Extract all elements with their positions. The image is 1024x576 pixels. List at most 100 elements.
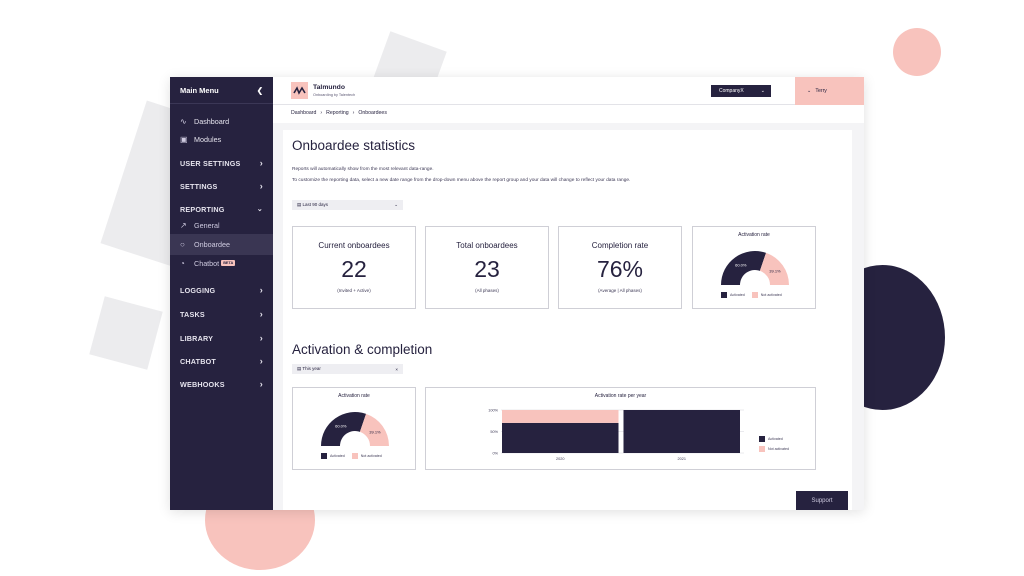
chevron-down-icon: ⌄ <box>256 206 263 213</box>
content-area: Onboardee statistics Reports will automa… <box>273 123 864 510</box>
stat-title: Completion rate <box>591 241 649 250</box>
card-title: Activation rate <box>738 232 770 238</box>
legend-swatch-not-activated <box>351 453 358 459</box>
sidebar-item-label: SETTINGS <box>180 181 218 191</box>
sidebar-item-label: Modules <box>194 134 222 144</box>
page-title: Onboardee statistics <box>292 138 416 153</box>
gauge-data-label: 39.1% <box>769 268 781 273</box>
breadcrumb-item: Onboardees <box>358 110 387 116</box>
sidebar-item-label: WEBHOOKS <box>180 379 225 389</box>
sidebar-item-onboardee[interactable]: ○ Onboardee <box>170 234 273 255</box>
sidebar-item-chatbot[interactable]: CHATBOT › <box>170 353 273 369</box>
stat-subtitle: (Average | All phases) <box>598 288 642 293</box>
sidebar-item-dashboard[interactable]: ∿ Dashboard <box>170 113 273 129</box>
sidebar-item-label: Onboardee <box>194 240 230 249</box>
sidebar: Main Menu ❮ ∿ Dashboard ▣ Modules USER S… <box>170 77 273 510</box>
x-tick-label: 2020 <box>556 457 564 461</box>
sidebar-title: Main Menu <box>180 85 219 95</box>
card-title: Activation rate per year <box>594 393 647 399</box>
sidebar-item-label: Chatbot <box>194 258 220 268</box>
beta-badge: BETA <box>221 260 236 266</box>
chevron-down-icon: ⌄ <box>807 88 812 94</box>
sidebar-item-settings[interactable]: SETTINGS › <box>170 178 273 194</box>
gauge-slice-not-activated <box>759 252 789 285</box>
activation-gauge: 60.0% 39.1% <box>721 251 789 285</box>
activation-rate-card-2: Activation rate 60.0% 39.1% Activated Not… <box>292 387 416 470</box>
chevron-right-icon: › <box>259 356 263 366</box>
legend-swatch-activated <box>721 292 727 298</box>
calendar-icon: ▤ <box>297 202 303 207</box>
legend-label: Activated <box>730 293 745 297</box>
breadcrumb: Dashboard › Reporting › Onboardees <box>291 110 387 116</box>
sidebar-item-logging[interactable]: LOGGING › <box>170 282 273 298</box>
activity-icon: ∿ <box>180 116 187 126</box>
sidebar-item-tasks[interactable]: TASKS › <box>170 306 273 322</box>
chevron-right-icon: › <box>320 110 323 116</box>
chevron-down-icon: ⌄ <box>394 202 398 207</box>
breadcrumb-item[interactable]: Reporting <box>326 110 349 116</box>
gauge-data-label: 60.0% <box>335 424 347 429</box>
logo-mark-icon <box>293 86 306 95</box>
chevron-right-icon: › <box>259 309 263 319</box>
decor-circle <box>893 28 941 76</box>
sidebar-item-library[interactable]: LIBRARY › <box>170 330 273 346</box>
y-tick-label: 0% <box>493 452 499 456</box>
support-button[interactable]: Support <box>796 491 848 510</box>
legend-swatch-not-activated <box>759 446 765 452</box>
stat-value: 76% <box>596 256 644 282</box>
chart-legend: Activated <box>759 436 783 442</box>
chevron-down-icon: ⌄ <box>760 88 765 94</box>
legend-label: Activated <box>330 454 345 458</box>
x-tick-label: 2021 <box>678 457 686 461</box>
company-select[interactable]: CompanyX ⌄ <box>711 85 771 97</box>
description-text: To customize the reporting data, select … <box>292 178 631 183</box>
date-range-value: This year <box>302 366 321 371</box>
gauge-data-label: 39.1% <box>369 429 381 434</box>
legend-swatch-activated <box>759 436 765 442</box>
legend-label: Not activated <box>768 447 789 451</box>
sidebar-item-general[interactable]: ↗ General <box>170 217 273 233</box>
activation-gauge: 60.0% 39.1% <box>321 412 389 446</box>
legend-swatch-activated <box>321 453 327 459</box>
sidebar-item-user-settings[interactable]: USER SETTINGS › <box>170 155 273 171</box>
chevron-right-icon: › <box>352 110 355 116</box>
sidebar-item-label: TASKS <box>180 309 205 319</box>
chevron-right-icon: › <box>259 158 263 168</box>
gauge-slice-not-activated <box>359 413 389 446</box>
chart-legend: Activated Not activated <box>321 453 382 459</box>
sidebar-item-label: REPORTING <box>180 204 225 214</box>
chevron-right-icon: › <box>259 285 263 295</box>
date-range-select-2[interactable]: ▤ This year × <box>292 364 403 374</box>
user-menu[interactable]: ⌄ Terry <box>795 77 864 105</box>
sidebar-item-modules[interactable]: ▣ Modules <box>170 131 273 147</box>
stat-card-current: Current onboardees 22 (Invited + Active) <box>292 226 416 309</box>
description-text: Reports will automatically show from the… <box>292 167 434 172</box>
sidebar-item-label: Dashboard <box>194 116 230 126</box>
sidebar-item-webhooks[interactable]: WEBHOOKS › <box>170 376 273 392</box>
chevron-right-icon: › <box>259 181 263 191</box>
bar-not-activated-2020 <box>502 410 619 423</box>
topbar: Talmundo Onboarding by Talentech Company… <box>273 77 864 105</box>
gauge-data-label: 60.0% <box>735 263 747 268</box>
sidebar-item-label: CHATBOT <box>180 356 216 366</box>
bar-activated-2020 <box>502 422 619 453</box>
sidebar-item-chatbot-report[interactable]: ◔ Chatbot BETA <box>170 255 273 271</box>
brand-logo[interactable] <box>291 82 308 99</box>
date-range-select[interactable]: ▤ Last 90 days ⌄ <box>292 200 403 210</box>
stat-title: Total onboardees <box>456 241 518 250</box>
sidebar-header: Main Menu ❮ <box>170 77 273 104</box>
stat-value: 23 <box>474 256 500 282</box>
app-window: Main Menu ❮ ∿ Dashboard ▣ Modules USER S… <box>170 77 864 510</box>
y-tick-label: 50% <box>490 430 498 434</box>
close-icon[interactable]: × <box>395 366 398 372</box>
calendar-icon: ▤ <box>297 366 303 371</box>
bar-activated-2021 <box>623 410 740 453</box>
collapse-icon[interactable]: ❮ <box>256 85 263 95</box>
sidebar-item-label: USER SETTINGS <box>180 158 241 168</box>
legend-swatch-not-activated <box>751 292 758 298</box>
breadcrumb-item[interactable]: Dashboard <box>291 110 317 116</box>
sidebar-item-reporting[interactable]: REPORTING ⌄ <box>170 201 273 217</box>
stat-subtitle: (Invited + Active) <box>337 288 371 293</box>
card-title: Activation rate <box>338 393 370 399</box>
